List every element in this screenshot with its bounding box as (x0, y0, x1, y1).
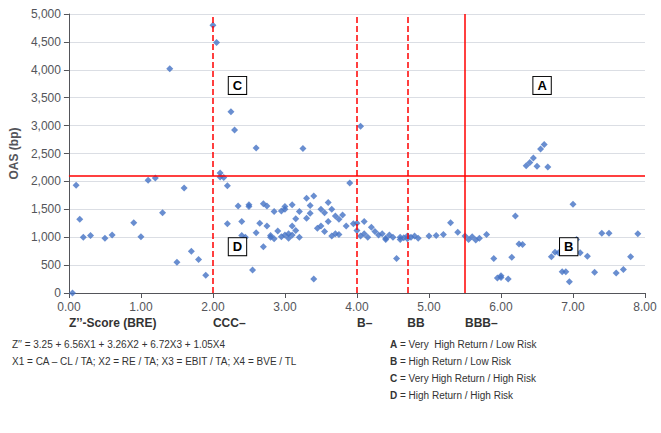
svg-text:4,000: 4,000 (31, 63, 61, 77)
svg-text:B: B (390, 356, 400, 367)
svg-text:D: D (390, 390, 400, 401)
svg-text:Z’’-Score (BRE): Z’’-Score (BRE) (69, 316, 157, 330)
svg-text:3.00: 3.00 (273, 300, 297, 314)
svg-text:C: C (390, 373, 400, 384)
svg-text:= High Return / Low Risk: = High Return / Low Risk (400, 356, 512, 367)
svg-text:CCC–: CCC– (213, 316, 246, 330)
svg-text:D: D (233, 239, 242, 254)
svg-text:BB: BB (407, 316, 425, 330)
svg-text:C: C (233, 78, 243, 93)
svg-text:= High Return / High Risk: = High Return / High Risk (400, 390, 514, 401)
svg-text:2.00: 2.00 (201, 300, 225, 314)
svg-text:B: B (564, 239, 573, 254)
svg-text:500: 500 (41, 258, 61, 272)
svg-text:5.00: 5.00 (417, 300, 441, 314)
svg-text:A: A (390, 339, 400, 350)
svg-text:Z′′ = 3.25 + 6.56X1 + 3.26X2 +: Z′′ = 3.25 + 6.56X1 + 3.26X2 + 6.72X3 + … (12, 339, 226, 350)
svg-text:5,000: 5,000 (31, 7, 61, 21)
svg-text:OAS (bp): OAS (bp) (7, 128, 21, 180)
svg-text:8.00: 8.00 (633, 300, 657, 314)
svg-text:0: 0 (54, 286, 61, 300)
svg-text:X1 = CA – CL / TA; X2 = RE / T: X1 = CA – CL / TA; X2 = RE / TA; X3 = EB… (12, 356, 297, 367)
svg-text:7.00: 7.00 (561, 300, 585, 314)
svg-text:2,000: 2,000 (31, 174, 61, 188)
svg-text:2,500: 2,500 (31, 147, 61, 161)
svg-text:3,500: 3,500 (31, 91, 61, 105)
svg-text:1.00: 1.00 (129, 300, 153, 314)
svg-text:B–: B– (357, 316, 373, 330)
svg-text:4,500: 4,500 (31, 35, 61, 49)
svg-text:= Very High Return / Low Risk: = Very High Return / Low Risk (400, 339, 537, 350)
svg-text:A: A (537, 78, 547, 93)
svg-text:3,000: 3,000 (31, 119, 61, 133)
svg-text:6.00: 6.00 (489, 300, 513, 314)
svg-text:0.00: 0.00 (57, 300, 81, 314)
svg-text:1,000: 1,000 (31, 230, 61, 244)
svg-text:BBB–: BBB– (465, 316, 498, 330)
svg-text:4.00: 4.00 (345, 300, 369, 314)
svg-text:= Very High Return / High Risk: = Very High Return / High Risk (400, 373, 537, 384)
svg-text:1,500: 1,500 (31, 202, 61, 216)
